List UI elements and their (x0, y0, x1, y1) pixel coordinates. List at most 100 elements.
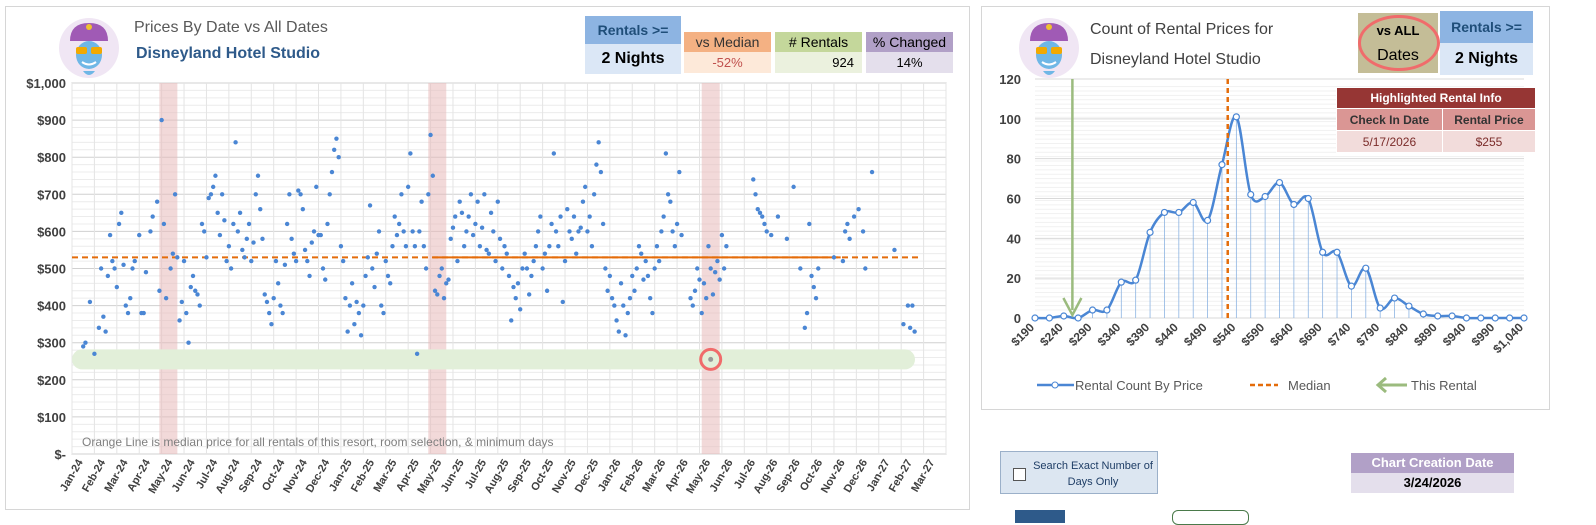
price-dot (235, 229, 241, 234)
price-dot (130, 266, 135, 271)
price-dot (307, 273, 312, 279)
price-dot (542, 251, 548, 256)
price-dot (325, 221, 330, 227)
price-dot (515, 281, 521, 286)
count-point (1319, 248, 1327, 256)
price-dot (309, 240, 314, 245)
price-dot (500, 266, 505, 271)
price-dot (293, 258, 299, 264)
price-dot (699, 310, 704, 316)
price-dot (598, 169, 604, 175)
price-dot (208, 192, 214, 197)
highlight-ring (699, 347, 723, 371)
price-dot (98, 266, 104, 271)
price-dot (556, 244, 561, 249)
price-dot (636, 244, 642, 249)
price-dot (616, 329, 622, 334)
price-dot (446, 277, 451, 282)
price-dot (302, 247, 308, 253)
price-dot (370, 266, 375, 271)
price-dot (585, 229, 590, 234)
x-tick-label: $890 (1411, 320, 1440, 349)
price-dot (141, 310, 146, 316)
count-point (1117, 278, 1125, 286)
price-dot (269, 321, 274, 327)
y-tick-label: $100 (37, 410, 66, 425)
price-dot (284, 221, 290, 227)
price-dot (802, 325, 808, 331)
price-dot (661, 214, 666, 219)
price-dot (453, 214, 458, 219)
search-exact-checkbox[interactable] (1013, 468, 1026, 481)
count-point (1506, 314, 1514, 322)
price-dot (688, 295, 693, 301)
price-dot (863, 266, 868, 271)
price-dot (621, 303, 626, 308)
price-dot (314, 184, 319, 190)
search-exact-days-control[interactable]: Search Exact Number of Days Only (1000, 451, 1158, 494)
price-dot (654, 244, 660, 249)
price-dot (596, 140, 601, 145)
y-tick-label: 80 (1007, 152, 1021, 167)
price-dot (670, 229, 675, 234)
price-dot (831, 255, 837, 260)
price-dot (244, 236, 249, 242)
price-dot (408, 151, 413, 156)
price-dot (813, 295, 819, 301)
this-price-band (72, 349, 915, 370)
price-dot (612, 303, 617, 308)
rentals-min-value[interactable]: 2 Nights (585, 44, 681, 74)
price-dot (811, 284, 816, 290)
num-rentals-value: 924 (775, 52, 862, 73)
partial-button-1[interactable] (1015, 510, 1065, 523)
price-dot (345, 329, 350, 334)
y-tick-label: 120 (999, 72, 1021, 87)
price-dot (509, 318, 514, 323)
price-dot (157, 288, 162, 293)
price-dot (161, 221, 167, 227)
price-dot (448, 236, 453, 242)
price-dot (222, 218, 227, 223)
x-tick-label: $190 (1008, 320, 1037, 349)
price-dot (594, 162, 599, 167)
genie-logo-icon-2 (1019, 18, 1079, 78)
price-dot (840, 258, 846, 264)
price-dot (186, 340, 191, 345)
legend-median-label: Median (1288, 378, 1331, 393)
left-chart-title: Prices By Date vs All Dates (134, 19, 328, 36)
y-tick-label: $1,000 (26, 76, 66, 91)
price-dot (444, 281, 449, 286)
price-dot (170, 251, 176, 256)
price-dot (717, 277, 722, 282)
price-dot (388, 281, 393, 286)
price-dot (168, 266, 173, 271)
median-note: Orange Line is median price for all rent… (82, 435, 554, 449)
count-point (1175, 208, 1183, 217)
price-dot (468, 192, 474, 197)
y-tick-label: 100 (999, 112, 1021, 127)
price-dot (751, 177, 756, 182)
price-dot (179, 299, 185, 305)
price-dot (175, 255, 180, 260)
right-rentals-min-value[interactable]: 2 Nights (1440, 43, 1533, 75)
price-dot (435, 292, 440, 297)
price-dot (459, 210, 465, 216)
price-dot (195, 292, 200, 297)
count-point (1376, 304, 1384, 312)
price-dot (271, 295, 276, 301)
price-dot (110, 258, 115, 264)
legend-this-label: This Rental (1411, 378, 1477, 393)
price-dot (260, 236, 265, 242)
price-dot (96, 325, 102, 331)
price-dot (721, 266, 727, 271)
price-dot (869, 169, 875, 175)
count-point (1290, 200, 1298, 209)
price-dot (262, 292, 267, 297)
price-dot (457, 199, 462, 204)
count-point (1304, 194, 1312, 203)
x-tick-label: $240 (1037, 320, 1066, 349)
price-dot (455, 258, 460, 264)
price-dot (215, 210, 220, 216)
price-dot (551, 151, 557, 156)
count-point (1347, 282, 1356, 290)
